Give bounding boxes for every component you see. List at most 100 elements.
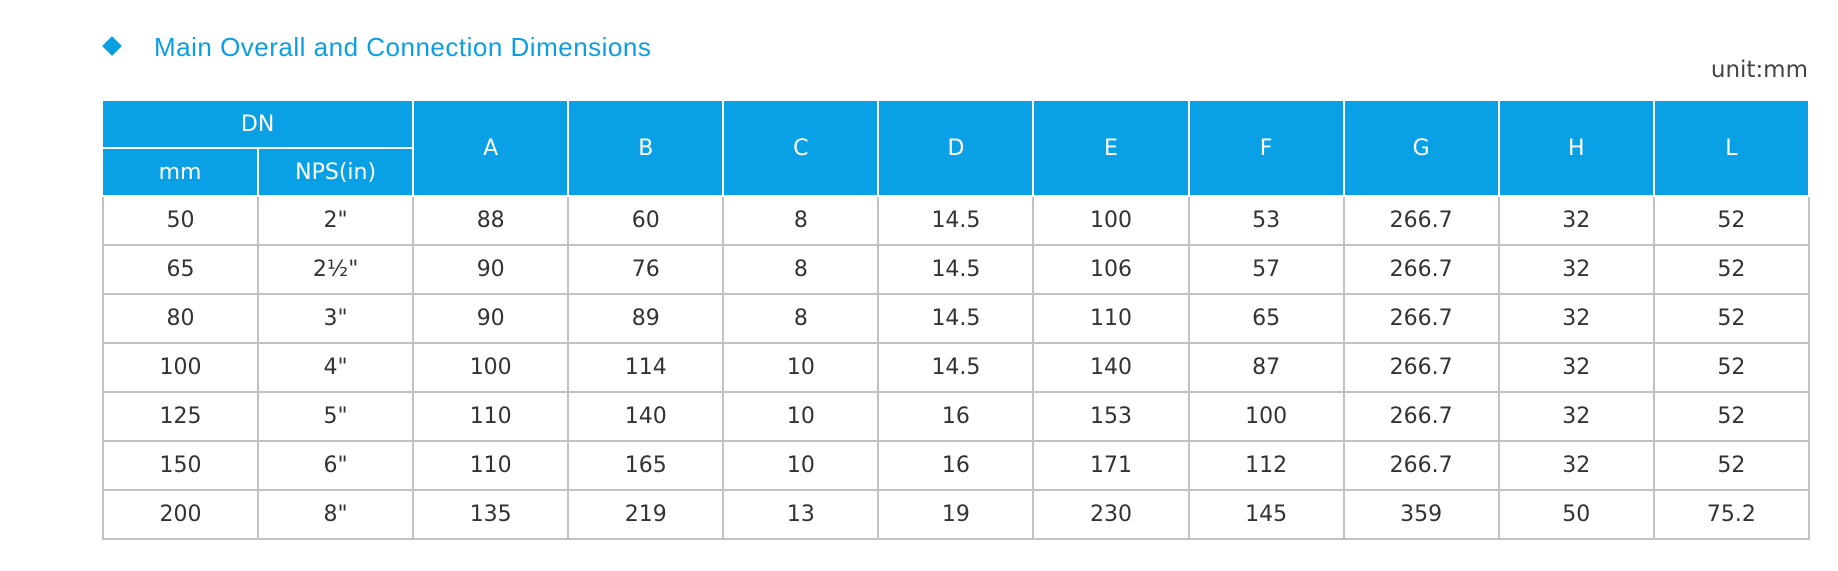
table-cell: 65: [101, 244, 260, 295]
table-cell: 14.5: [877, 342, 1035, 393]
table-cell: 8: [722, 195, 880, 246]
table-cell: 266.7: [1342, 342, 1500, 393]
table-cell: 8": [257, 489, 415, 540]
table-cell: 90: [412, 293, 570, 344]
table-cell: 230: [1032, 489, 1190, 540]
table-cell: 10: [722, 440, 880, 491]
column-header: F: [1187, 101, 1345, 197]
table-cell: 32: [1497, 293, 1655, 344]
column-header: L: [1652, 101, 1811, 197]
header-row: mm NPS(in): [103, 147, 1809, 197]
sub-header: mm: [103, 147, 260, 197]
table-cell: 140: [567, 391, 725, 442]
table-cell: 5": [257, 391, 415, 442]
table-cell: 10: [722, 342, 880, 393]
column-header: E: [1032, 101, 1190, 197]
table-cell: 52: [1652, 195, 1811, 246]
table-cell: 75.2: [1652, 489, 1811, 540]
table-cell: 52: [1652, 244, 1811, 295]
table-row: 80 3" 90 89 8 14.5 110 65 266.7 32 52: [101, 293, 1811, 344]
table-cell: 153: [1032, 391, 1190, 442]
table-cell: 125: [101, 391, 260, 442]
column-header: H: [1497, 101, 1655, 197]
table-cell: 100: [1187, 391, 1345, 442]
table-row: 200 8" 135 219 13 19 230 145 359 50 75.2: [101, 489, 1811, 540]
table-cell: 50: [1497, 489, 1655, 540]
table-cell: 10: [722, 391, 880, 442]
table-cell: 135: [412, 489, 570, 540]
table-cell: 4": [257, 342, 415, 393]
table-row: 50 2" 88 60 8 14.5 100 53 266.7 32 52: [101, 195, 1811, 246]
table-body: 50 2" 88 60 8 14.5 100 53 266.7 32 52 65 2½" 90 76 8 14.…: [101, 195, 1811, 540]
bullet-icon: [102, 36, 122, 56]
table-cell: 266.7: [1342, 440, 1500, 491]
table-cell: 19: [877, 489, 1035, 540]
table-cell: 266.7: [1342, 244, 1500, 295]
column-header: A: [412, 101, 570, 197]
table-cell: 140: [1032, 342, 1190, 393]
table-cell: 14.5: [877, 195, 1035, 246]
column-header: C: [722, 101, 880, 197]
table-cell: 32: [1497, 391, 1655, 442]
section-title: Main Overall and Connection Dimensions: [154, 32, 652, 62]
table-cell: 76: [567, 244, 725, 295]
group-header: DN: [103, 101, 415, 149]
table-cell: 150: [101, 440, 260, 491]
table-cell: 359: [1342, 489, 1500, 540]
table-cell: 266.7: [1342, 293, 1500, 344]
table-cell: 52: [1652, 440, 1811, 491]
table-cell: 110: [1032, 293, 1190, 344]
table-cell: 110: [412, 440, 570, 491]
table-cell: 2½": [257, 244, 415, 295]
table-row: 65 2½" 90 76 8 14.5 106 57 266.7 32 52: [101, 244, 1811, 295]
table-row: 125 5" 110 140 10 16 153 100 266.7 32 52: [101, 391, 1811, 442]
table-cell: 52: [1652, 293, 1811, 344]
table-cell: 110: [412, 391, 570, 442]
table-cell: 88: [412, 195, 570, 246]
table-cell: 114: [567, 342, 725, 393]
table-cell: 6": [257, 440, 415, 491]
table-cell: 32: [1497, 342, 1655, 393]
table-cell: 165: [567, 440, 725, 491]
table-cell: 3": [257, 293, 415, 344]
table-cell: 171: [1032, 440, 1190, 491]
table-cell: 52: [1652, 342, 1811, 393]
column-header: B: [567, 101, 725, 197]
table-cell: 16: [877, 391, 1035, 442]
table-row: 150 6" 110 165 10 16 171 112 266.7 32 52: [101, 440, 1811, 491]
table-cell: 32: [1497, 195, 1655, 246]
table-cell: 100: [101, 342, 260, 393]
table-cell: 14.5: [877, 293, 1035, 344]
table-cell: 80: [101, 293, 260, 344]
table-cell: 32: [1497, 440, 1655, 491]
table-cell: 266.7: [1342, 391, 1500, 442]
table-cell: 8: [722, 244, 880, 295]
table-row: 100 4" 100 114 10 14.5 140 87 266.7 32 52: [101, 342, 1811, 393]
table-cell: 14.5: [877, 244, 1035, 295]
table-cell: 16: [877, 440, 1035, 491]
table-cell: 50: [101, 195, 260, 246]
table-cell: 57: [1187, 244, 1345, 295]
table-cell: 60: [567, 195, 725, 246]
table-cell: 145: [1187, 489, 1345, 540]
table-cell: 266.7: [1342, 195, 1500, 246]
unit-label: unit:mm: [1710, 57, 1808, 83]
table-cell: 89: [567, 293, 725, 344]
table-cell: 112: [1187, 440, 1345, 491]
table-cell: 53: [1187, 195, 1345, 246]
table-cell: 13: [722, 489, 880, 540]
table-cell: 106: [1032, 244, 1190, 295]
column-header: G: [1342, 101, 1500, 197]
column-header: D: [877, 101, 1035, 197]
table-cell: 100: [1032, 195, 1190, 246]
table-cell: 52: [1652, 391, 1811, 442]
table-cell: 200: [101, 489, 260, 540]
sub-header: NPS(in): [257, 147, 415, 197]
table-cell: 100: [412, 342, 570, 393]
table-cell: 8: [722, 293, 880, 344]
table-cell: 65: [1187, 293, 1345, 344]
